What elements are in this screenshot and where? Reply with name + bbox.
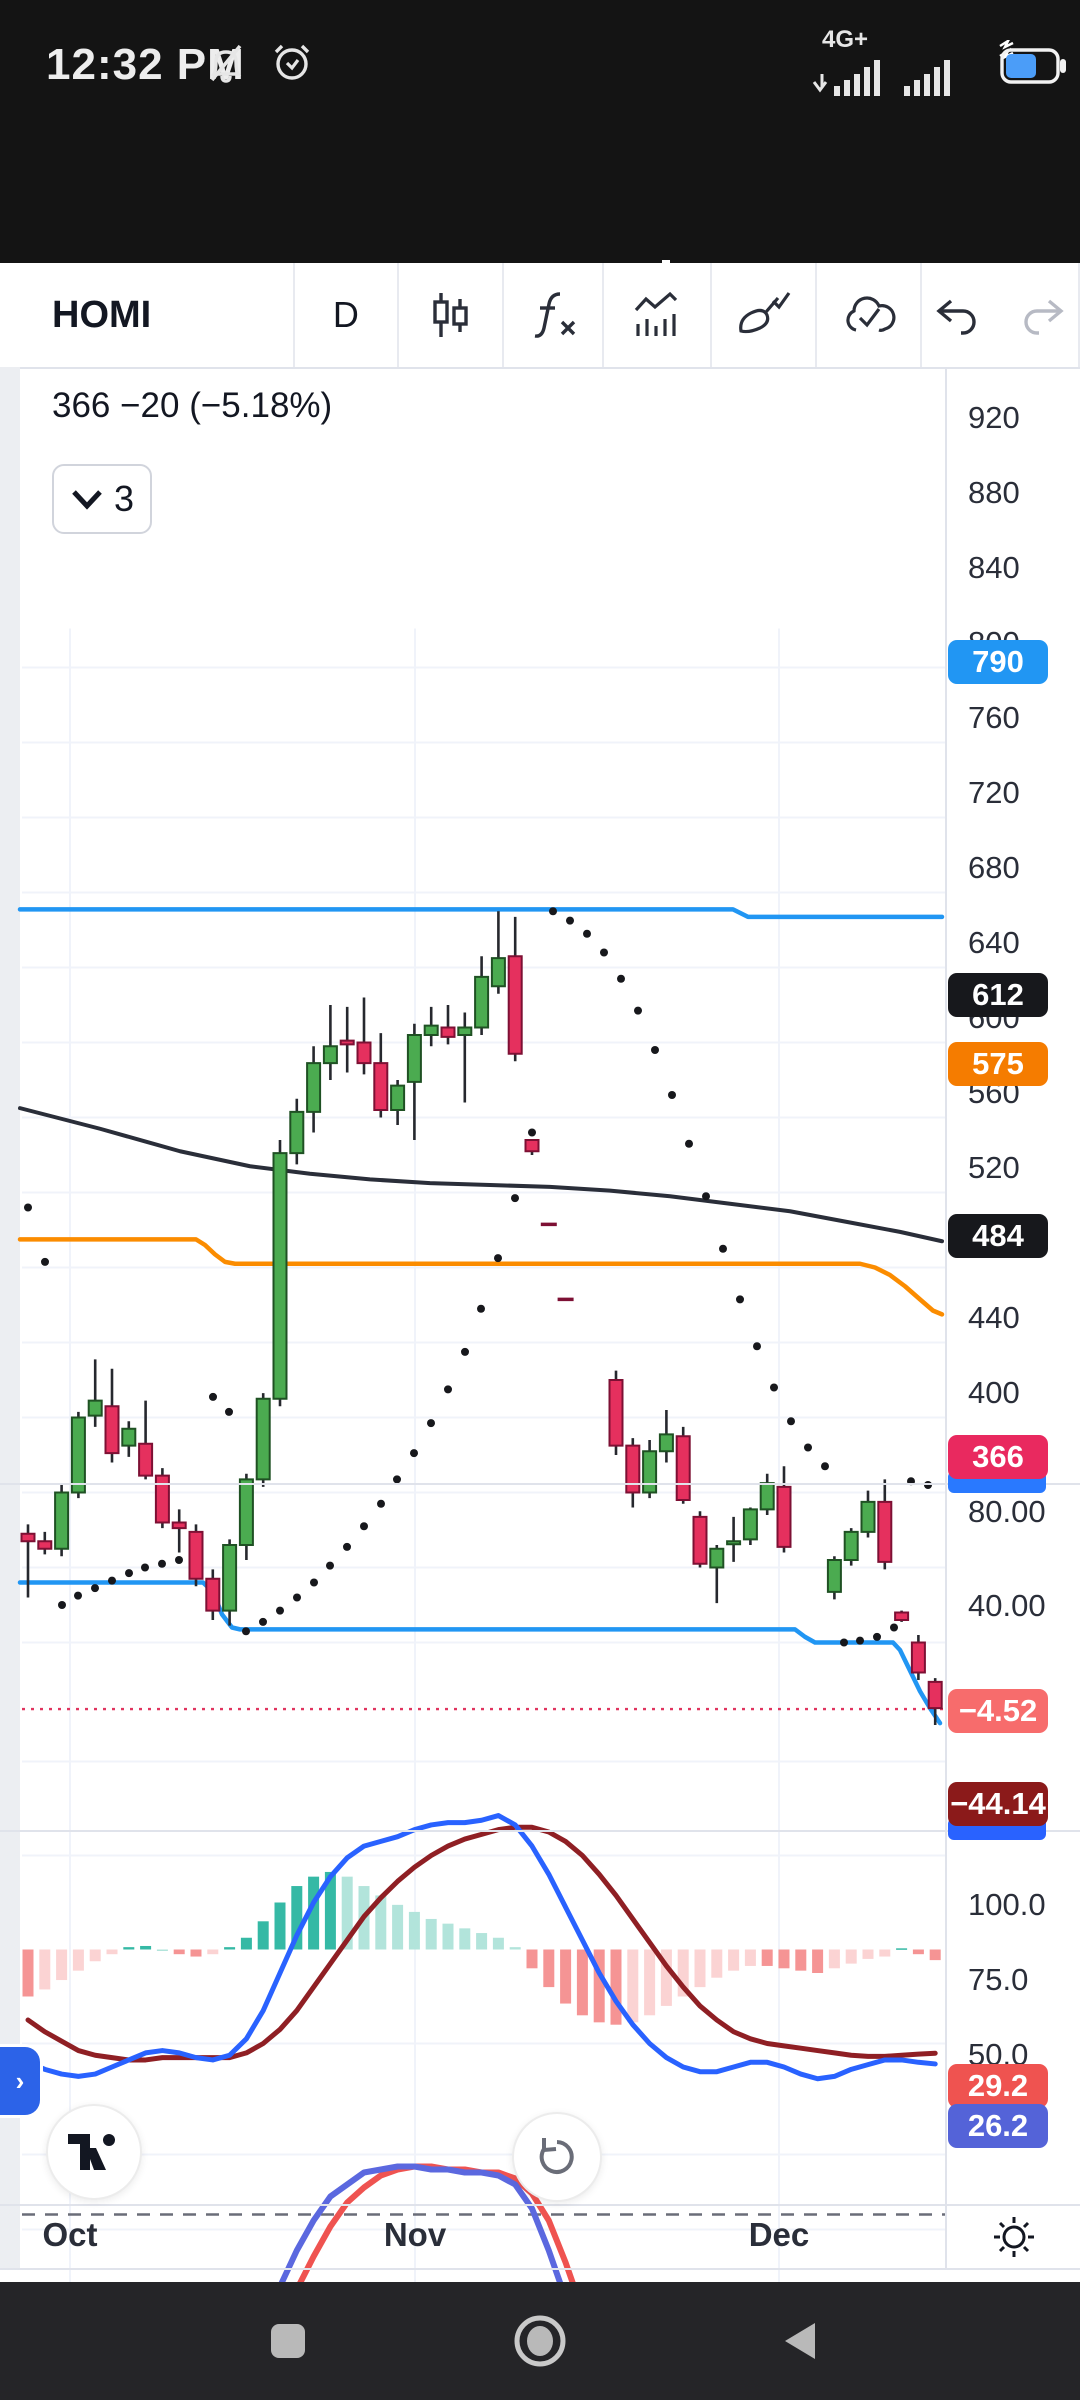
axis-price-badge: 790 bbox=[948, 640, 1048, 684]
axis-price-badge: −4.52 bbox=[948, 1689, 1048, 1733]
axis-price-badge: 26.2 bbox=[948, 2104, 1048, 2148]
brush-icon bbox=[739, 292, 791, 334]
axis-label: 880 bbox=[968, 475, 1020, 510]
sun-theme-icon[interactable] bbox=[988, 2211, 1040, 2263]
axis-price-badge: 29.2 bbox=[948, 2064, 1048, 2108]
chart-bottom-divider bbox=[0, 2268, 1080, 2270]
symbol-label: HOMI bbox=[52, 293, 152, 336]
chevron-down-icon bbox=[72, 490, 102, 510]
recents-square-icon[interactable] bbox=[265, 2318, 311, 2364]
back-triangle-icon[interactable] bbox=[777, 2318, 823, 2364]
chart-plot bbox=[17, 628, 945, 2400]
indicator-count: 3 bbox=[113, 478, 135, 519]
chart-toolbar: HOMI D bbox=[0, 263, 1080, 369]
undo-icon[interactable] bbox=[931, 289, 983, 341]
history-buttons bbox=[922, 263, 1080, 367]
indicators-button[interactable] bbox=[604, 263, 712, 367]
time-axis-label: Oct bbox=[42, 2216, 98, 2253]
axis-price-badge: 366 bbox=[948, 1435, 1048, 1479]
reset-chart-button[interactable] bbox=[512, 2112, 602, 2202]
tradingview-logo-icon bbox=[68, 2134, 115, 2170]
tradingview-logo[interactable] bbox=[46, 2104, 142, 2200]
home-circle-icon[interactable] bbox=[512, 2313, 568, 2369]
pane-divider-stoch[interactable] bbox=[0, 1830, 1080, 1832]
drawing-tools-button[interactable] bbox=[712, 263, 818, 367]
android-nav-bar bbox=[0, 2282, 1080, 2400]
network-type-label: 4G+ bbox=[822, 26, 869, 53]
cloud-save-button[interactable] bbox=[817, 263, 923, 367]
axis-label: 440 bbox=[968, 1300, 1020, 1335]
symbol-button[interactable]: HOMI bbox=[0, 263, 296, 367]
candle-style-button[interactable] bbox=[399, 263, 504, 367]
axis-label: 760 bbox=[968, 700, 1020, 735]
chart-left-margin bbox=[0, 367, 20, 2268]
signal-bars-icon bbox=[812, 60, 950, 96]
axis-price-badge: 484 bbox=[948, 1214, 1048, 1258]
candlestick-style-icon bbox=[433, 293, 468, 337]
interval-button[interactable]: D bbox=[295, 263, 399, 367]
battery-charging-icon bbox=[999, 40, 1066, 84]
time-axis-label: Dec bbox=[748, 2216, 810, 2253]
axis-label: 75.0 bbox=[968, 1962, 1029, 1997]
alarm-icon bbox=[274, 44, 310, 80]
axis-label: 520 bbox=[968, 1150, 1020, 1185]
status-bar: 12:32 PM 4G+ bbox=[0, 0, 1080, 130]
clock-text: 12:32 PM bbox=[46, 40, 245, 89]
side-panel-tab[interactable]: › bbox=[0, 2044, 43, 2118]
pane-divider-macd[interactable] bbox=[0, 1483, 1080, 1485]
time-axis-label: Nov bbox=[383, 2216, 447, 2253]
notifications-muted-icon bbox=[210, 44, 242, 83]
axis-price-badge: 575 bbox=[948, 1042, 1048, 1086]
axis-label: 400 bbox=[968, 1375, 1020, 1410]
axis-label: 720 bbox=[968, 775, 1020, 810]
reload-icon bbox=[539, 2138, 574, 2174]
axis-label: 640 bbox=[968, 925, 1020, 960]
axis-price-badge: 612 bbox=[948, 973, 1048, 1017]
axis-label: 80.00 bbox=[968, 1494, 1046, 1529]
indicators-icon bbox=[634, 291, 678, 336]
quote-summary: 366 −20 (−5.18%) bbox=[52, 386, 333, 425]
app-header: Stockbit bbox=[0, 130, 1080, 358]
redo-icon[interactable] bbox=[1017, 289, 1069, 341]
chart-canvas[interactable] bbox=[0, 367, 1080, 2400]
fx-indicator-icon bbox=[534, 292, 576, 338]
fx-indicator-button[interactable] bbox=[504, 263, 605, 367]
axis-label: 100.0 bbox=[968, 1887, 1046, 1922]
interval-label: D bbox=[332, 294, 359, 335]
axis-label: 920 bbox=[968, 400, 1020, 435]
cloud-check-icon bbox=[846, 296, 896, 332]
axis-label: 680 bbox=[968, 850, 1020, 885]
axis-label: 40.00 bbox=[968, 1588, 1046, 1623]
axis-price-badge: −44.14 bbox=[948, 1782, 1048, 1826]
indicators-collapse-chip[interactable]: 3 bbox=[52, 464, 152, 534]
chevron-right-icon: › bbox=[15, 2065, 25, 2096]
axis-label: 840 bbox=[968, 550, 1020, 585]
price-axis-divider[interactable] bbox=[945, 367, 947, 2268]
time-axis-divider bbox=[0, 2204, 1080, 2206]
